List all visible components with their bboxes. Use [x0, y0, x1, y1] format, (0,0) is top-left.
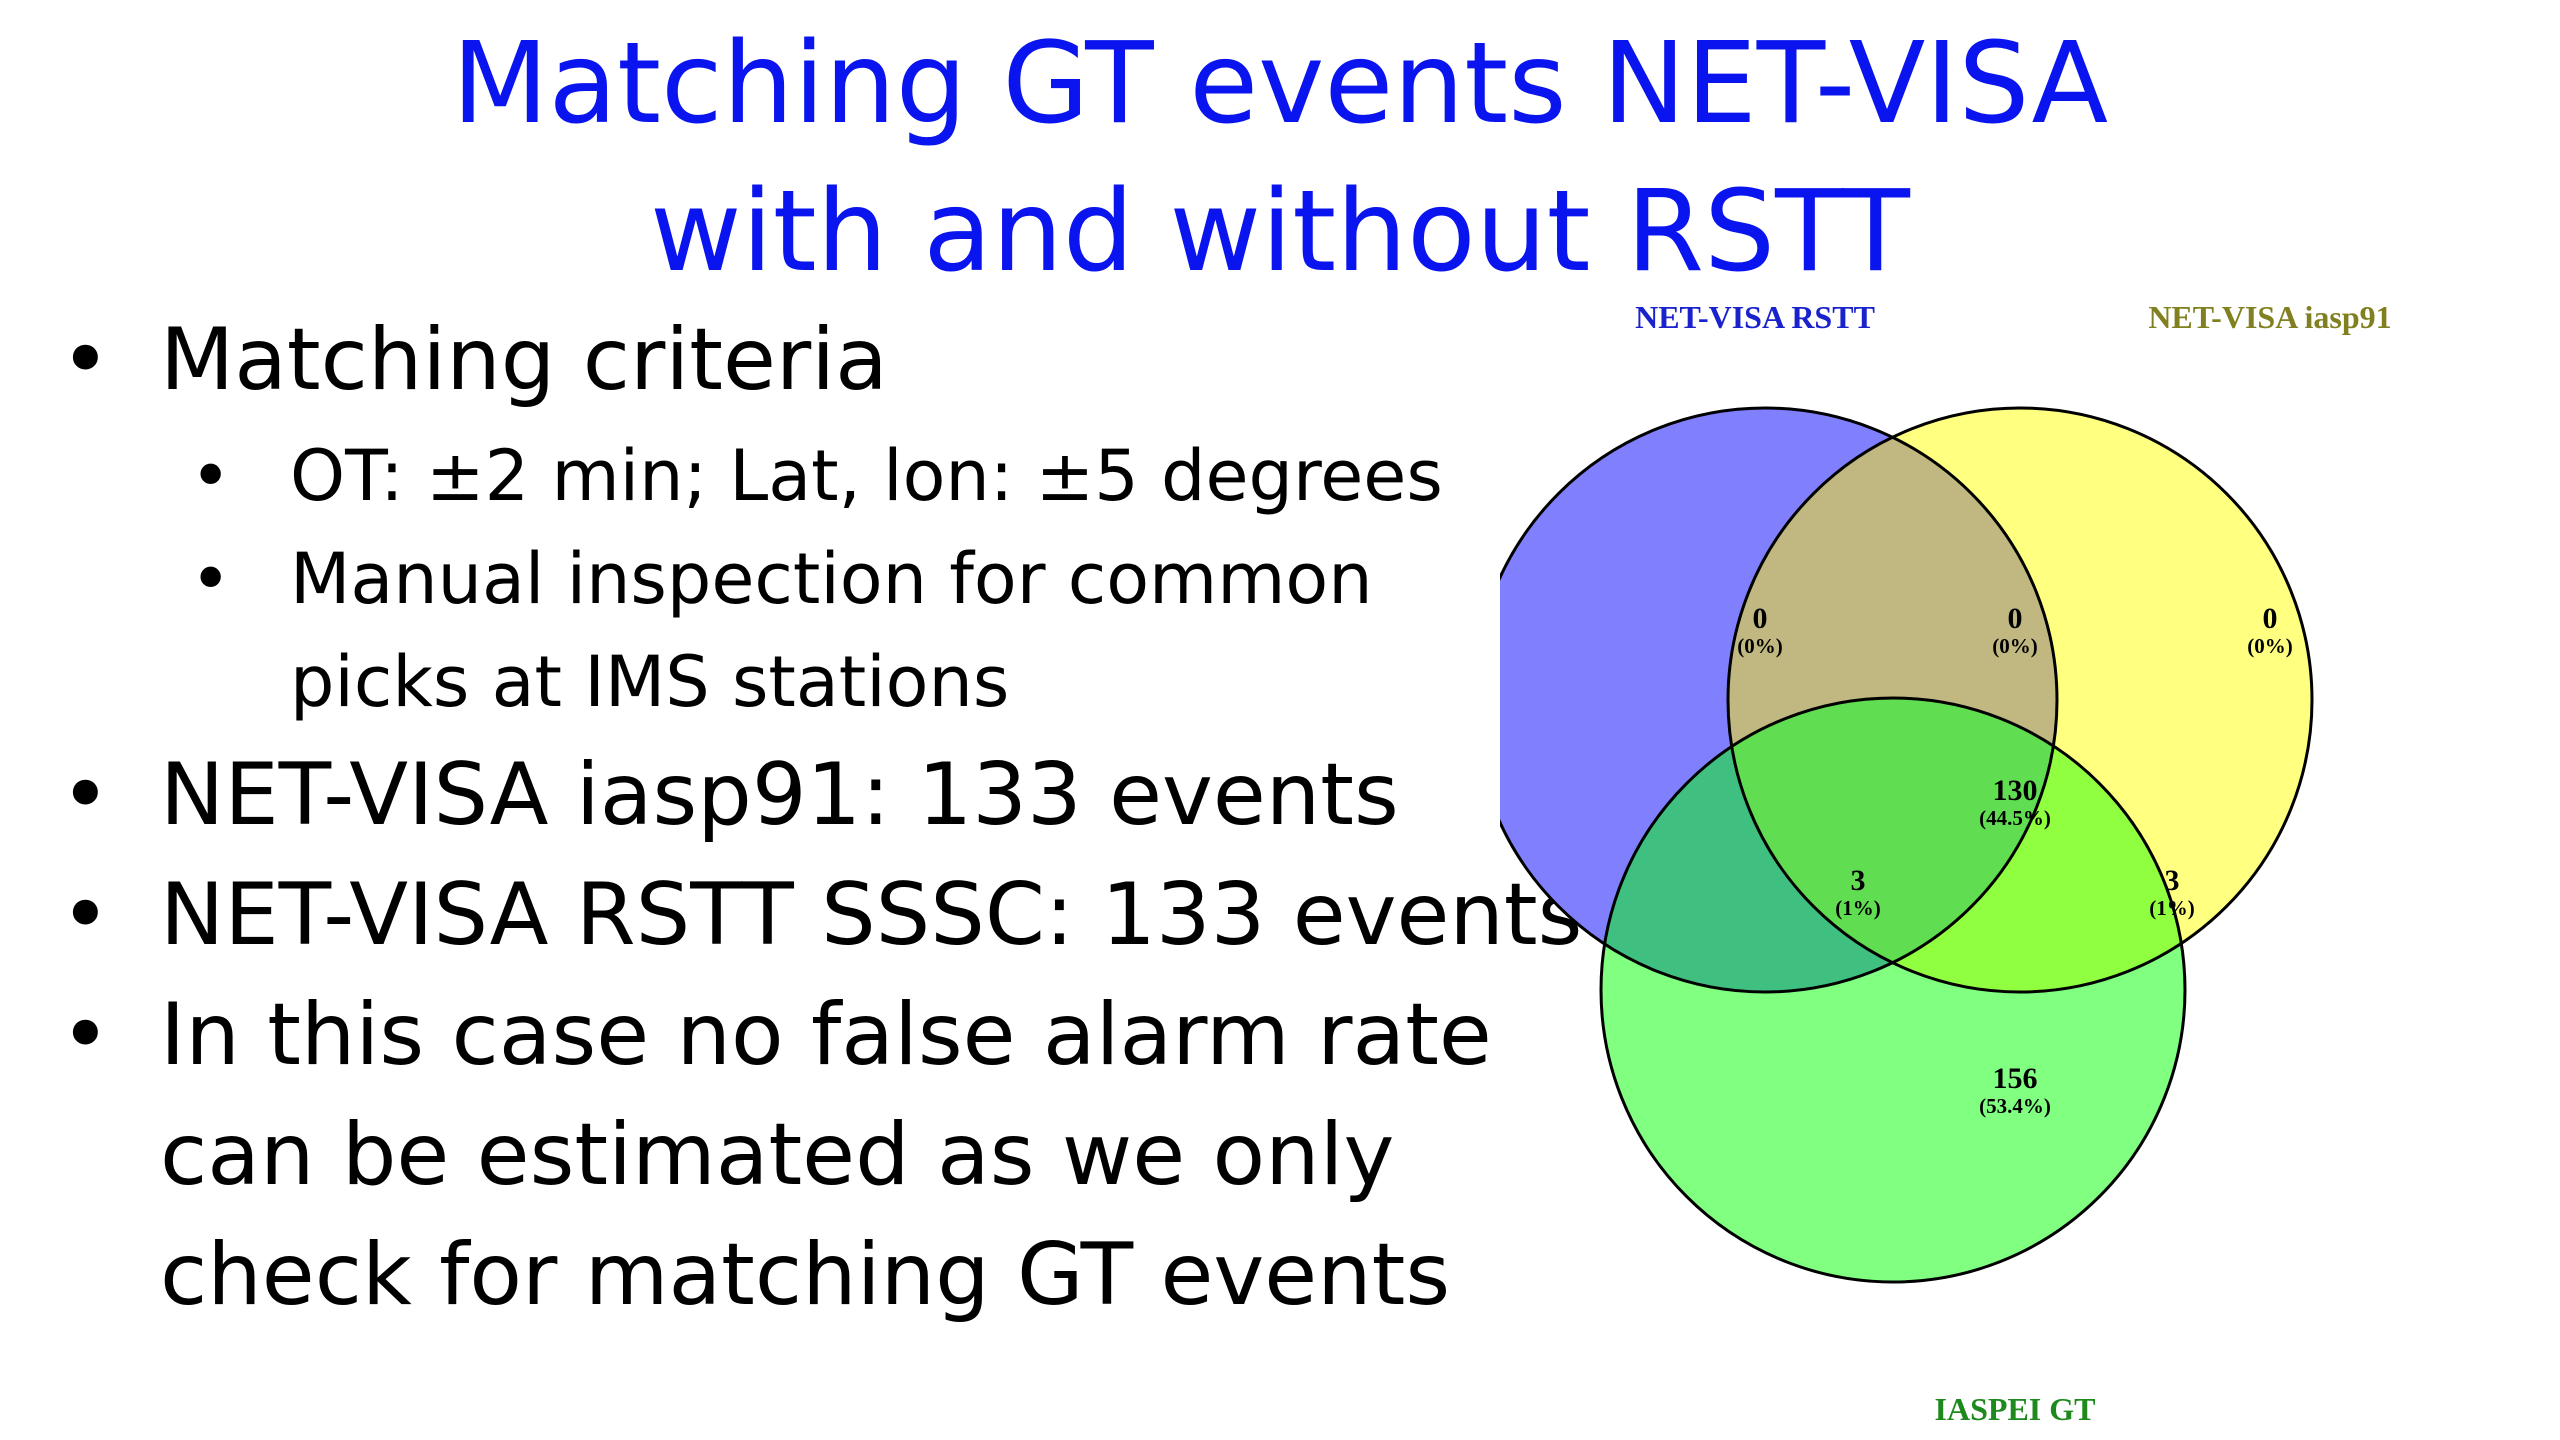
region-iasp91-only-percent: (0%)	[2247, 634, 2293, 658]
venn-outline-gt	[1599, 696, 2187, 1284]
venn-label-iasp91: NET-VISA iasp91	[2148, 299, 2391, 335]
region-iasp91-only-count: 0	[2263, 602, 2278, 635]
region-rstt-only-percent: (0%)	[1737, 634, 1783, 658]
region-all-three-percent: (44.5%)	[1979, 806, 2051, 830]
region-rstt-iasp91-percent: (0%)	[1992, 634, 2038, 658]
bullet-marker: •	[60, 985, 111, 1085]
region-all-three-count: 130	[1993, 774, 2038, 807]
bullet-marker: •	[60, 310, 111, 410]
region-rstt-only-count: 0	[1753, 602, 1768, 635]
subbullet-text: OT: ±2 min; Lat, lon: ±5 degrees	[290, 435, 1443, 517]
region-rstt-gt-percent: (1%)	[1835, 896, 1881, 920]
bullet-text: In this case no false alarm rate can be …	[160, 985, 1492, 1325]
bullet-text: NET-VISA RSTT SSSC: 133 events	[160, 865, 1583, 965]
venn-svg: NET-VISA RSTT NET-VISA iasp91 IASPEI GT …	[1500, 299, 2392, 1427]
venn-outline-iasp91	[1726, 406, 2314, 994]
region-iasp91-gt-count: 3	[2165, 864, 2180, 897]
venn-diagram: NET-VISA RSTT NET-VISA iasp91 IASPEI GT …	[1500, 290, 2540, 1440]
bullet-marker: •	[60, 745, 111, 845]
title-line-1: Matching GT events NET-VISA	[451, 19, 2109, 149]
venn-outline-rstt	[1500, 406, 2059, 994]
bullet-marker: •	[60, 865, 111, 965]
venn-label-gt: IASPEI GT	[1935, 1391, 2096, 1427]
subbullet-text: Manual inspection for common picks at IM…	[290, 538, 1373, 723]
bullet-text: NET-VISA iasp91: 133 events	[160, 745, 1399, 845]
region-rstt-gt-count: 3	[1851, 864, 1866, 897]
region-iasp91-gt-percent: (1%)	[2149, 896, 2195, 920]
venn-label-rstt: NET-VISA RSTT	[1635, 299, 1875, 335]
bullet-text: Matching criteria	[160, 310, 888, 410]
title-line-2: with and without RSTT	[650, 167, 1910, 297]
region-gt-only-count: 156	[1993, 1062, 2038, 1095]
subbullet-marker: •	[190, 538, 232, 620]
region-gt-only-percent: (53.4%)	[1979, 1094, 2051, 1118]
region-rstt-iasp91-count: 0	[2008, 602, 2023, 635]
slide-title: Matching GT events NET-VISA with and wit…	[0, 10, 2560, 306]
subbullet-marker: •	[190, 435, 232, 517]
